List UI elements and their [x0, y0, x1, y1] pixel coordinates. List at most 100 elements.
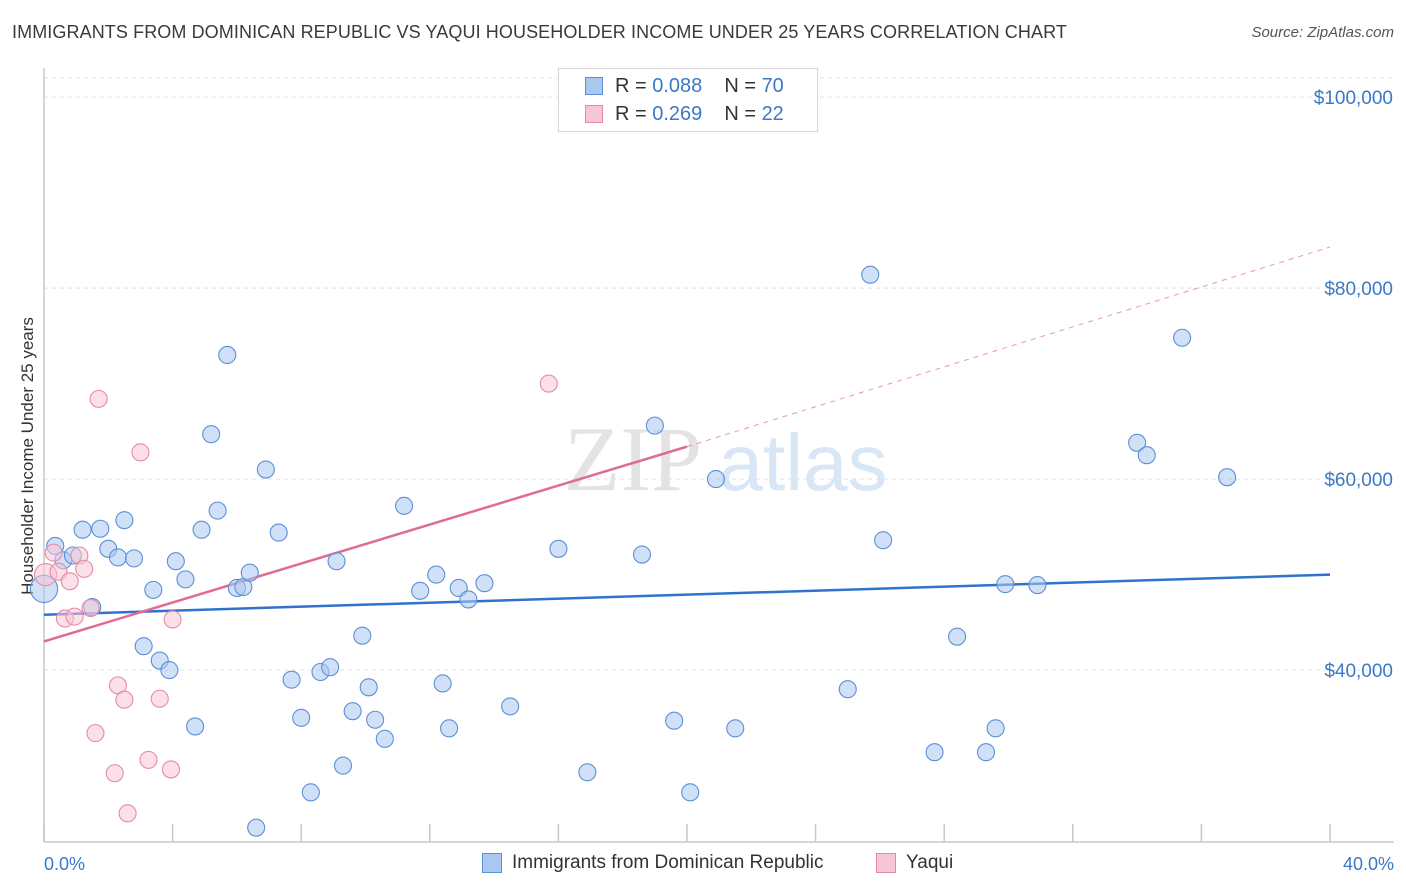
data-point-dominican	[475, 574, 494, 593]
data-point-dominican	[433, 674, 452, 693]
data-point-yaqui	[115, 690, 134, 709]
data-point-dominican	[996, 575, 1015, 594]
data-point-dominican	[549, 539, 568, 558]
legend-n-label: N =	[724, 74, 756, 97]
data-point-yaqui	[60, 572, 79, 591]
data-point-dominican	[240, 563, 259, 582]
y-tick-label: $80,000	[1324, 279, 1393, 300]
x-tick-label: 0.0%	[44, 854, 85, 874]
data-point-dominican	[726, 719, 745, 738]
legend-n-value: 70	[761, 74, 784, 97]
data-point-dominican	[1173, 328, 1192, 347]
data-point-dominican	[501, 697, 520, 716]
correlation-legend: R = 0.088 N = 70 R = 0.269 N = 22	[558, 68, 818, 132]
legend-r-label: R =	[615, 102, 647, 125]
legend-item-label: Immigrants from Dominican Republic	[512, 852, 824, 873]
legend-item-label: Yaqui	[906, 852, 954, 873]
data-point-dominican	[459, 590, 478, 609]
legend-swatch-blue	[585, 77, 603, 95]
legend-swatch-pink	[876, 853, 896, 873]
trend-lines	[43, 246, 1331, 643]
data-point-dominican	[861, 265, 880, 284]
data-point-dominican	[375, 729, 394, 748]
data-point-yaqui	[118, 804, 137, 823]
data-point-yaqui	[44, 543, 63, 562]
data-point-dominican	[976, 743, 996, 762]
tick-labels: $40,000 $60,000 $80,000 $100,000 0.0% 40.0%	[44, 88, 1394, 874]
data-point-dominican	[202, 425, 221, 444]
x-tick-label: 40.0%	[1343, 854, 1394, 874]
legend-n-label: N =	[724, 102, 756, 125]
data-point-yaqui	[131, 443, 150, 462]
data-point-dominican	[1137, 446, 1156, 465]
data-point-dominican	[186, 717, 205, 736]
data-point-dominican	[333, 756, 353, 775]
data-point-dominican	[665, 711, 684, 730]
data-point-yaqui	[65, 607, 84, 626]
data-point-dominican	[343, 702, 362, 721]
legend-r-label: R =	[615, 74, 647, 97]
legend-item-dominican[interactable]: Immigrants from Dominican Republic	[482, 852, 824, 874]
chart-title: IMMIGRANTS FROM DOMINICAN REPUBLIC VS YA…	[12, 22, 1067, 42]
series-legend: Immigrants from Dominican Republic Yaqui	[0, 852, 1406, 878]
data-point-yaqui	[150, 689, 169, 708]
data-point-dominican	[256, 460, 275, 479]
data-point-dominican	[440, 719, 459, 738]
legend-item-yaqui[interactable]: Yaqui	[876, 852, 953, 874]
data-point-yaqui	[75, 559, 94, 578]
data-point-yaqui	[161, 760, 181, 779]
data-point-dominican	[706, 470, 725, 489]
data-point-dominican	[166, 552, 185, 571]
trend-line	[43, 445, 688, 643]
data-point-dominican	[411, 581, 430, 600]
data-point-yaqui	[163, 610, 182, 629]
trend-line	[43, 573, 1331, 616]
data-point-dominican	[192, 520, 211, 539]
data-point-dominican	[176, 570, 195, 589]
data-point-dominican	[1028, 576, 1047, 595]
data-point-dominican	[269, 523, 288, 542]
data-point-dominican	[359, 678, 378, 697]
data-point-dominican	[73, 520, 92, 539]
data-point-dominican	[838, 680, 857, 699]
data-point-dominican	[874, 531, 893, 550]
data-point-dominican	[925, 743, 944, 762]
watermark-zip: ZIP	[564, 408, 702, 510]
data-point-dominican	[986, 719, 1005, 738]
data-point-yaqui	[81, 598, 100, 618]
legend-r-value: 0.088	[652, 74, 703, 97]
data-point-dominican	[160, 661, 179, 680]
data-point-dominican	[395, 496, 414, 515]
data-point-dominican	[948, 627, 967, 646]
data-point-dominican	[327, 552, 346, 571]
data-point-yaqui	[89, 389, 108, 408]
data-point-yaqui	[539, 374, 558, 393]
data-point-dominican	[366, 710, 385, 729]
watermark-atlas: atlas	[719, 418, 888, 507]
legend-swatch-pink	[585, 105, 603, 123]
data-point-dominican	[208, 501, 227, 520]
legend-r-value: 0.269	[652, 102, 703, 125]
data-point-dominican	[1128, 433, 1147, 452]
data-point-dominican	[247, 818, 266, 837]
data-point-dominican	[645, 416, 664, 435]
data-point-dominican	[321, 658, 340, 677]
data-point-dominican	[218, 345, 237, 365]
trend-line-extension	[686, 246, 1331, 448]
legend-row-dominican: R = 0.088 N = 70	[585, 73, 784, 99]
y-tick-label: $40,000	[1324, 661, 1393, 682]
data-point-dominican	[578, 763, 597, 782]
data-point-dominican	[427, 565, 446, 584]
data-point-dominican	[292, 708, 311, 727]
data-point-dominican	[1218, 468, 1237, 487]
y-tick-label: $100,000	[1314, 88, 1393, 109]
y-tick-label: $60,000	[1324, 470, 1393, 491]
data-point-dominican	[681, 783, 700, 802]
axes	[43, 68, 1394, 843]
data-point-dominican	[124, 549, 144, 568]
legend-swatch-blue	[482, 853, 502, 873]
data-point-dominican	[108, 548, 127, 567]
data-point-dominican	[301, 783, 320, 802]
data-point-dominican	[632, 545, 652, 564]
